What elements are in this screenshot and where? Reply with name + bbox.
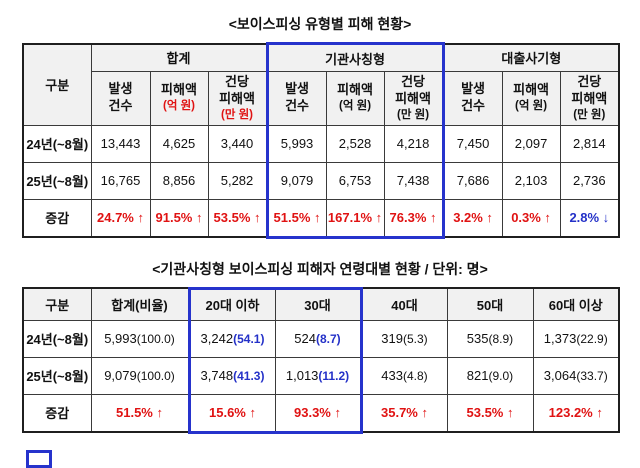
table-row-2025: 25년(~8월) 9,079(100.0) 3,748(41.3) 1,013(… [22,356,620,395]
data-cell: 524(8.7) [274,319,363,358]
change-cell: 24.7% ↑ [90,198,151,238]
column-header-50s: 50대 [446,287,534,321]
data-cell: 4,218 [383,124,445,163]
table1-title: <보이스피싱 유형별 피해 현황> [228,16,412,32]
column-header-occurrences: 발생 건수 [265,71,327,126]
data-cell: 3,242(54.1) [187,319,276,358]
table-row-change: 증감 24.7% ↑ 91.5% ↑ 53.5% ↑ 51.5% ↑ 167.1… [22,198,620,239]
change-cell: 3.2% ↑ [442,198,503,238]
table-row-2025: 25년(~8월) 16,765 8,856 5,282 9,079 6,753 … [22,161,620,200]
data-cell: 9,079(100.0) [90,356,190,395]
data-cell: 1,013(11.2) [274,356,363,395]
table-row-change: 증감 51.5% ↑ 15.6% ↑ 93.3% ↑ 35.7% ↑ 53.5%… [22,393,620,434]
data-cell: 319(5.3) [360,319,448,358]
column-header-total: 합계(비율) [90,287,190,321]
change-cell: 123.2% ↑ [532,393,620,433]
change-cell: 93.3% ↑ [274,393,363,434]
table2-corner-header: 구분 [22,287,92,321]
data-cell: 7,450 [442,124,503,163]
change-cell: 53.5% ↑ [446,393,534,433]
table1-group-header-row: 구분 합계 기관사칭형 대출사기형 [22,42,620,126]
data-cell: 3,748(41.3) [187,356,276,395]
data-cell: 2,528 [325,124,385,163]
column-header-damage-per-case: 건당 피해액 (만 원) [207,71,268,126]
table2-header-row: 구분 합계(비율) 20대 이하 30대 40대 50대 60대 이상 [22,286,620,321]
table-row-2024: 24년(~8월) 5,993(100.0) 3,242(54.1) 524(8.… [22,319,620,358]
change-cell: 2.8% ↓ [559,198,620,238]
change-cell: 53.5% ↑ [207,198,268,238]
highlight-legend-swatch [26,449,52,468]
column-header-over-60s: 60대 이상 [532,287,620,321]
change-cell: 91.5% ↑ [149,198,209,238]
change-cell: 0.3% ↑ [501,198,561,238]
data-cell: 1,373(22.9) [532,319,620,358]
change-cell: 15.6% ↑ [187,393,276,434]
change-cell: 51.5% ↑ [265,198,327,239]
change-cell: 76.3% ↑ [383,198,445,239]
data-cell: 433(4.8) [360,356,448,395]
change-cell: 35.7% ↑ [360,393,448,433]
data-cell: 2,103 [501,161,561,200]
column-header-damage-per-case: 건당 피해액 (만 원) [559,71,620,126]
data-cell: 9,079 [265,161,327,200]
table-row-2024: 24년(~8월) 13,443 4,625 3,440 5,993 2,528 … [22,124,620,163]
data-cell: 7,438 [383,161,445,200]
age-group-table: 구분 합계(비율) 20대 이하 30대 40대 50대 60대 이상 24년(… [22,286,620,434]
table1-group-loan-fraud: 대출사기형 [442,43,620,72]
row-label: 증감 [22,393,92,433]
change-cell: 51.5% ↑ [90,393,190,433]
data-cell: 5,993(100.0) [90,319,190,358]
data-cell: 535(8.9) [446,319,534,358]
data-cell: 6,753 [325,161,385,200]
table2-title: <기관사칭형 보이스피싱 피해자 연령대별 현황 / 단위: 명> [152,260,488,277]
column-header-30s: 30대 [274,286,363,321]
table1-group-total: 합계 [90,43,268,72]
data-cell: 821(9.0) [446,356,534,395]
data-cell: 2,097 [501,124,561,163]
column-header-occurrences: 발생 건수 [442,71,503,126]
data-cell: 5,993 [265,124,327,163]
column-header-damage-amount: 피해액 (억 원) [325,71,385,126]
table1-subheader-row: 발생 건수 피해액 (억 원) 건당 피해액 (만 원) 발생 건수 피해액 [23,71,620,126]
row-label: 24년(~8월) [22,124,92,163]
row-label: 25년(~8월) [22,161,92,200]
data-cell: 8,856 [149,161,209,200]
data-cell: 16,765 [90,161,151,200]
data-cell: 13,443 [90,124,151,163]
row-label: 증감 [22,198,92,238]
data-cell: 2,736 [559,161,620,200]
column-header-under-20s: 20대 이하 [187,286,276,321]
table1-corner-header: 구분 [22,43,92,126]
data-cell: 5,282 [207,161,268,200]
table1-group-institution-impersonation: 기관사칭형 [265,42,445,72]
change-cell: 167.1% ↑ [325,198,385,239]
data-cell: 3,064(33.7) [532,356,620,395]
data-cell: 3,440 [207,124,268,163]
column-header-damage-per-case: 건당 피해액 (만 원) [383,71,445,126]
column-header-damage-amount: 피해액 (억 원) [501,71,561,126]
data-cell: 2,814 [559,124,620,163]
type-damage-table: 구분 합계 기관사칭형 대출사기형 발생 건수 피해액 (억 원) 건당 피해액… [22,42,621,239]
column-header-40s: 40대 [360,287,448,321]
row-label: 25년(~8월) [22,356,92,395]
data-cell: 7,686 [442,161,503,200]
column-header-occurrences: 발생 건수 [90,71,151,126]
column-header-damage-amount: 피해액 (억 원) [149,71,209,126]
data-cell: 4,625 [149,124,209,163]
row-label: 24년(~8월) [22,319,92,358]
